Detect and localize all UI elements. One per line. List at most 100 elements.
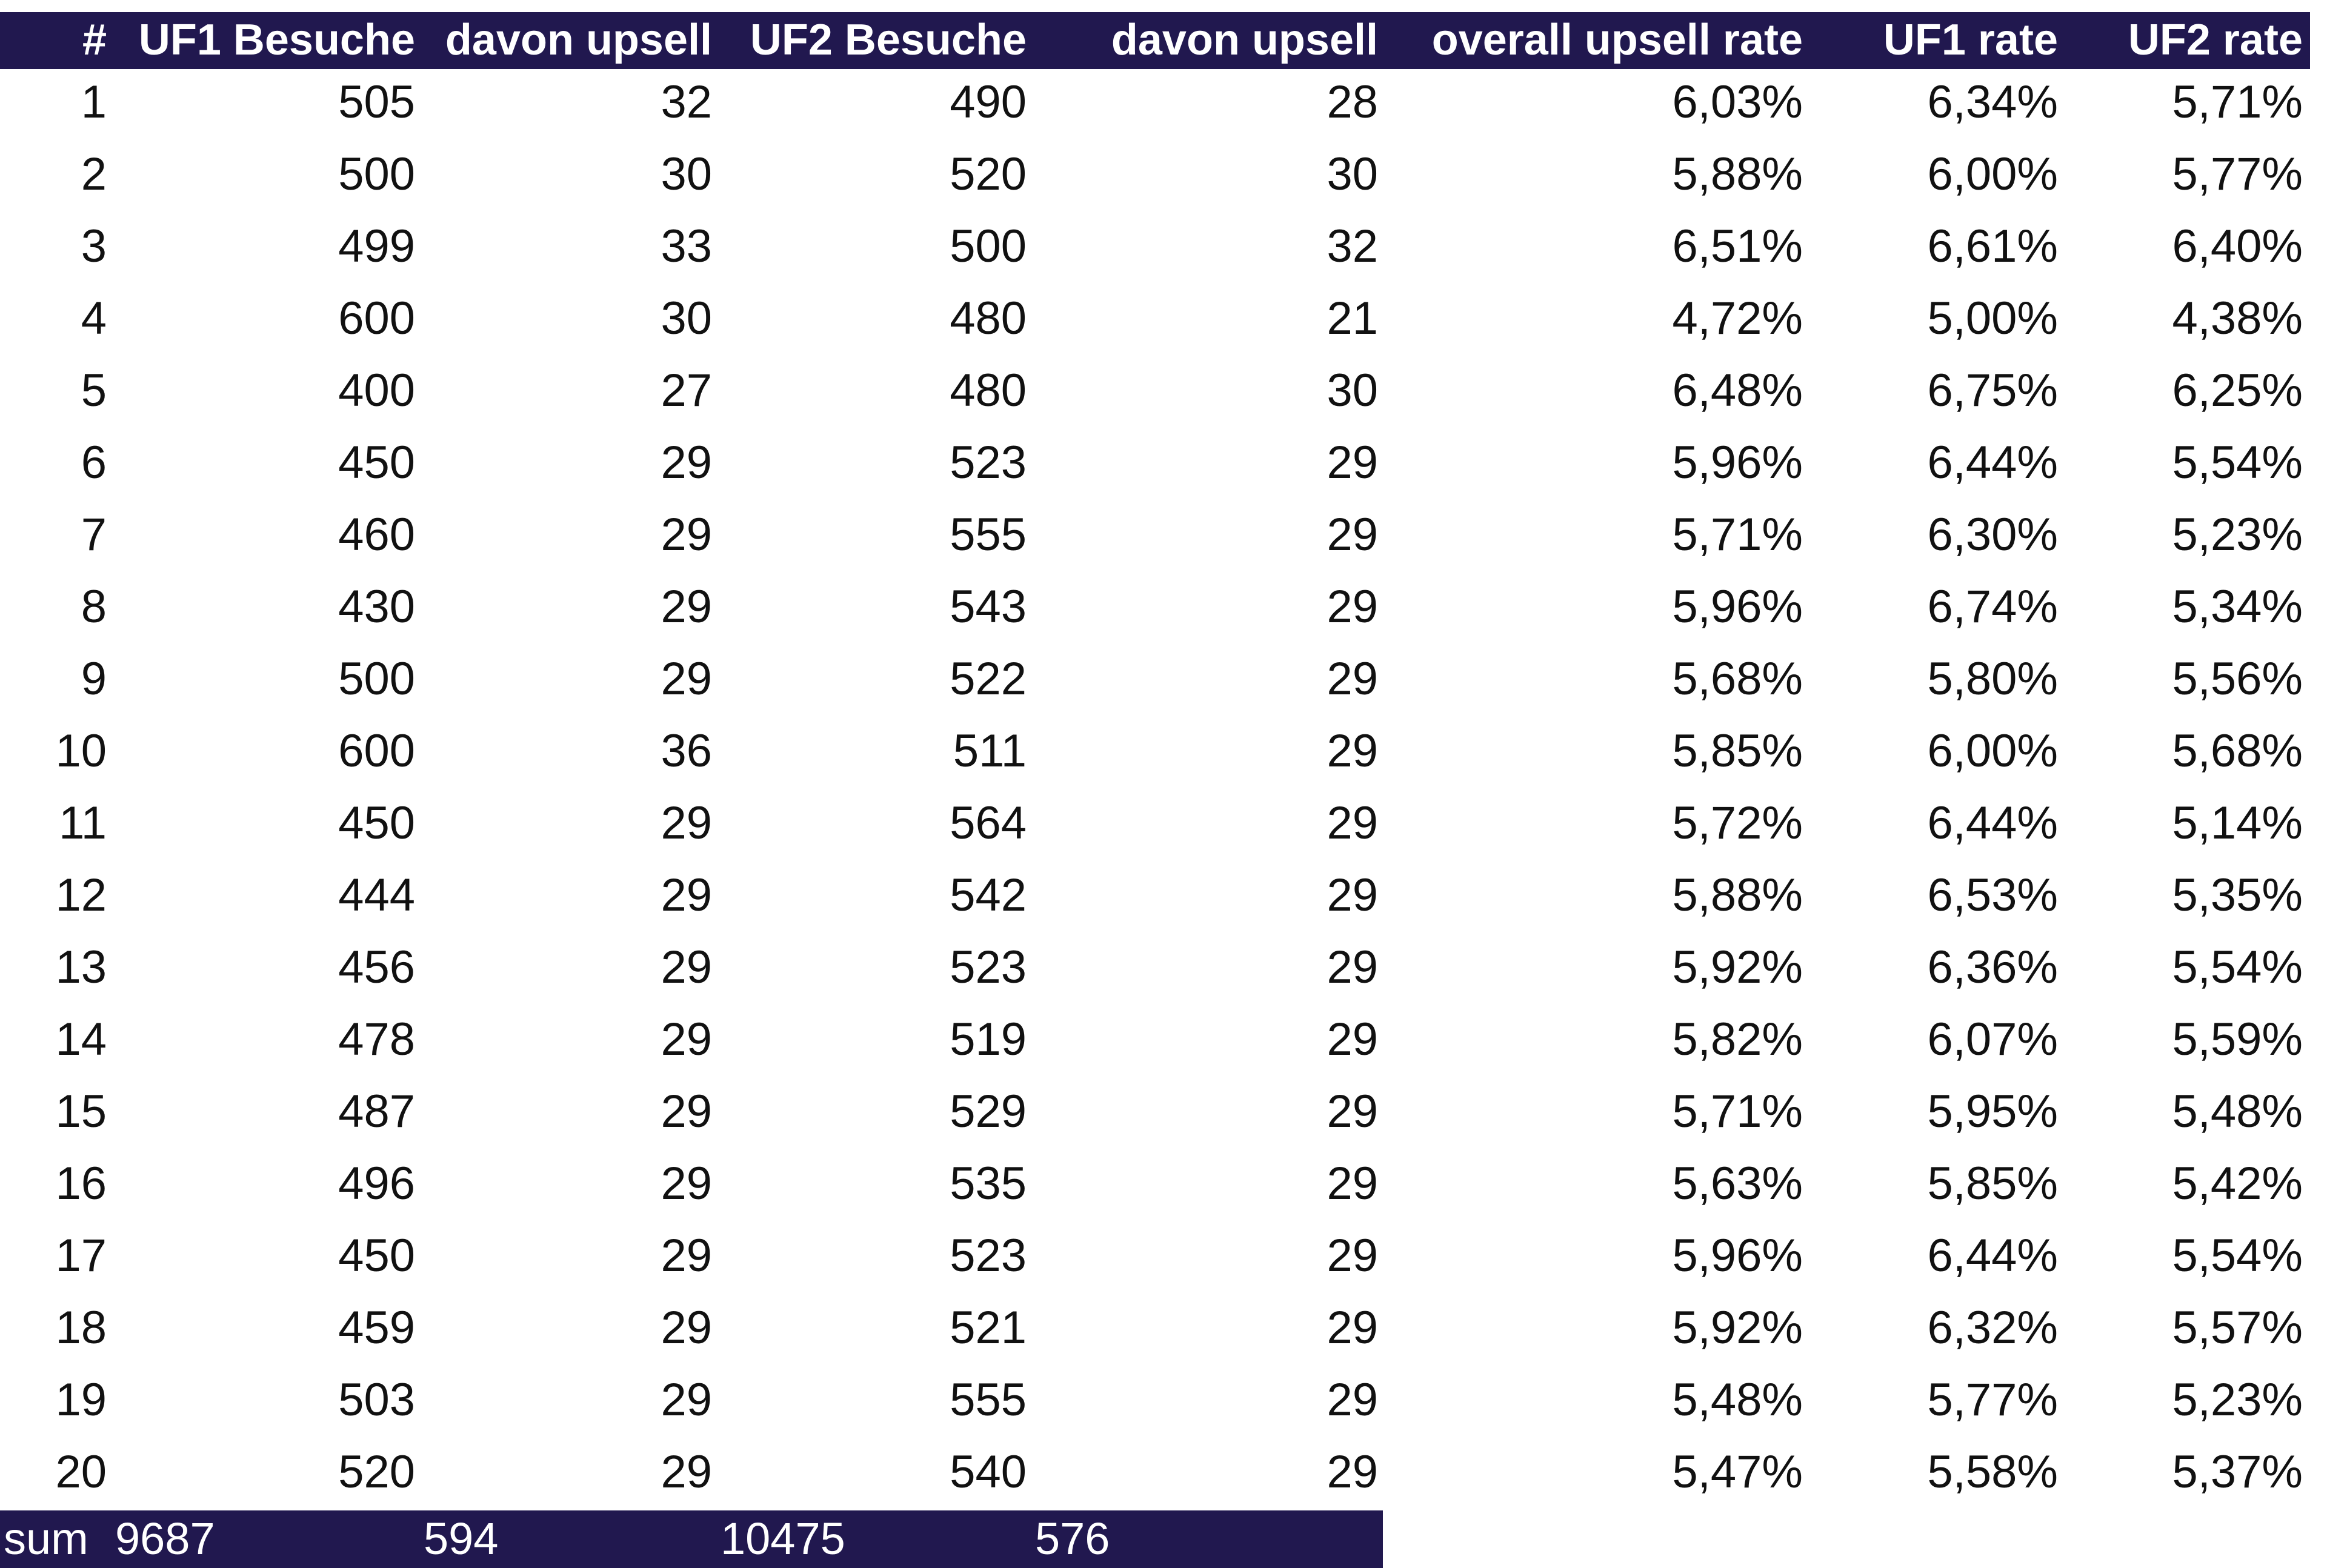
table-cell: 29 <box>1327 942 1378 993</box>
table-cell: 29 <box>661 1446 712 1498</box>
table-cell: 522 <box>950 653 1027 705</box>
table-cell: 5,92% <box>1672 942 1803 993</box>
table-cell: 6,53% <box>1927 869 2059 921</box>
column-header: overall upsell rate <box>1431 16 1803 64</box>
table-cell: 6,36% <box>1927 942 2059 993</box>
table-cell: 5,71% <box>1672 509 1803 560</box>
table-cell: 5,54% <box>2172 942 2303 993</box>
table-cell: 6,40% <box>2172 221 2303 272</box>
column-header: davon upsell <box>445 16 712 64</box>
table-cell: 600 <box>338 725 415 777</box>
table-cell: 5,96% <box>1672 1230 1803 1281</box>
table-cell: 29 <box>1327 1230 1378 1281</box>
row-number: 15 <box>55 1086 107 1137</box>
table-cell: 36 <box>661 725 712 777</box>
table-cell: 4,72% <box>1672 293 1803 344</box>
table-cell: 503 <box>338 1374 415 1426</box>
table-cell: 6,61% <box>1927 221 2059 272</box>
table-cell: 5,68% <box>1672 653 1803 705</box>
table-cell: 400 <box>338 365 415 416</box>
table-cell: 5,85% <box>1672 725 1803 777</box>
table-cell: 5,92% <box>1672 1302 1803 1354</box>
table-cell: 29 <box>661 653 712 705</box>
row-number: 5 <box>81 365 107 416</box>
table-cell: 543 <box>950 581 1027 633</box>
table-cell: 5,42% <box>2172 1158 2303 1209</box>
table-cell: 5,88% <box>1672 148 1803 200</box>
table-cell: 5,85% <box>1927 1158 2059 1209</box>
table-cell: 5,57% <box>2172 1302 2303 1354</box>
table-cell: 29 <box>1327 797 1378 849</box>
table-cell: 496 <box>338 1158 415 1209</box>
table-cell: 5,59% <box>2172 1014 2303 1065</box>
table-cell: 444 <box>338 869 415 921</box>
row-number: 20 <box>55 1446 107 1498</box>
table-cell: 6,07% <box>1927 1014 2059 1065</box>
table-cell: 5,35% <box>2172 869 2303 921</box>
table-cell: 5,80% <box>1927 653 2059 705</box>
row-number: 11 <box>59 797 107 849</box>
table-cell: 460 <box>338 509 415 560</box>
sum-cell: 10475 <box>721 1513 845 1564</box>
table-cell: 499 <box>338 221 415 272</box>
table-cell: 29 <box>661 1230 712 1281</box>
table-cell: 511 <box>953 725 1027 777</box>
table-cell: 5,68% <box>2172 725 2303 777</box>
sum-cell: 594 <box>424 1513 499 1564</box>
table-cell: 529 <box>950 1086 1027 1137</box>
row-number: 1 <box>81 76 107 128</box>
table-cell: 30 <box>661 148 712 200</box>
table-cell: 430 <box>338 581 415 633</box>
table-cell: 32 <box>661 76 712 128</box>
table-cell: 29 <box>1327 1014 1378 1065</box>
table-cell: 29 <box>661 509 712 560</box>
row-number: 3 <box>81 221 107 272</box>
row-number: 12 <box>55 869 107 921</box>
table-cell: 5,72% <box>1672 797 1803 849</box>
table-cell: 28 <box>1327 76 1378 128</box>
table-cell: 5,77% <box>1927 1374 2059 1426</box>
table-cell: 5,48% <box>2172 1086 2303 1137</box>
table-cell: 27 <box>661 365 712 416</box>
table-cell: 450 <box>338 1230 415 1281</box>
table-cell: 5,96% <box>1672 581 1803 633</box>
table-cell: 29 <box>661 869 712 921</box>
table-cell: 520 <box>950 148 1027 200</box>
table-cell: 32 <box>1327 221 1378 272</box>
table-cell: 6,34% <box>1927 76 2059 128</box>
table-cell: 21 <box>1327 293 1378 344</box>
row-number: 8 <box>81 581 107 633</box>
table-cell: 29 <box>1327 509 1378 560</box>
table-cell: 6,48% <box>1672 365 1803 416</box>
table-cell: 29 <box>661 1374 712 1426</box>
table-cell: 542 <box>950 869 1027 921</box>
table-cell: 6,44% <box>1927 1230 2059 1281</box>
table-cell: 480 <box>950 365 1027 416</box>
table-cell: 480 <box>950 293 1027 344</box>
table-cell: 33 <box>661 221 712 272</box>
table-cell: 29 <box>661 797 712 849</box>
table-cell: 490 <box>950 76 1027 128</box>
table-cell: 540 <box>950 1446 1027 1498</box>
table-cell: 6,44% <box>1927 797 2059 849</box>
table-cell: 5,63% <box>1672 1158 1803 1209</box>
table-cell: 5,47% <box>1672 1446 1803 1498</box>
table-cell: 450 <box>338 437 415 488</box>
table-cell: 5,82% <box>1672 1014 1803 1065</box>
table-cell: 29 <box>1327 725 1378 777</box>
table-cell: 500 <box>950 221 1027 272</box>
table-cell: 5,48% <box>1672 1374 1803 1426</box>
row-number: 14 <box>55 1014 107 1065</box>
table-cell: 5,23% <box>2172 1374 2303 1426</box>
sum-band <box>0 1510 1383 1568</box>
table-cell: 5,77% <box>2172 148 2303 200</box>
table-cell: 6,75% <box>1927 365 2059 416</box>
table-cell: 5,00% <box>1927 293 2059 344</box>
table-cell: 5,96% <box>1672 437 1803 488</box>
column-header: UF1 rate <box>1883 16 2058 64</box>
table-cell: 6,74% <box>1927 581 2059 633</box>
table-cell: 523 <box>950 1230 1027 1281</box>
table-cell: 5,34% <box>2172 581 2303 633</box>
table-cell: 500 <box>338 653 415 705</box>
row-number: 17 <box>55 1230 107 1281</box>
